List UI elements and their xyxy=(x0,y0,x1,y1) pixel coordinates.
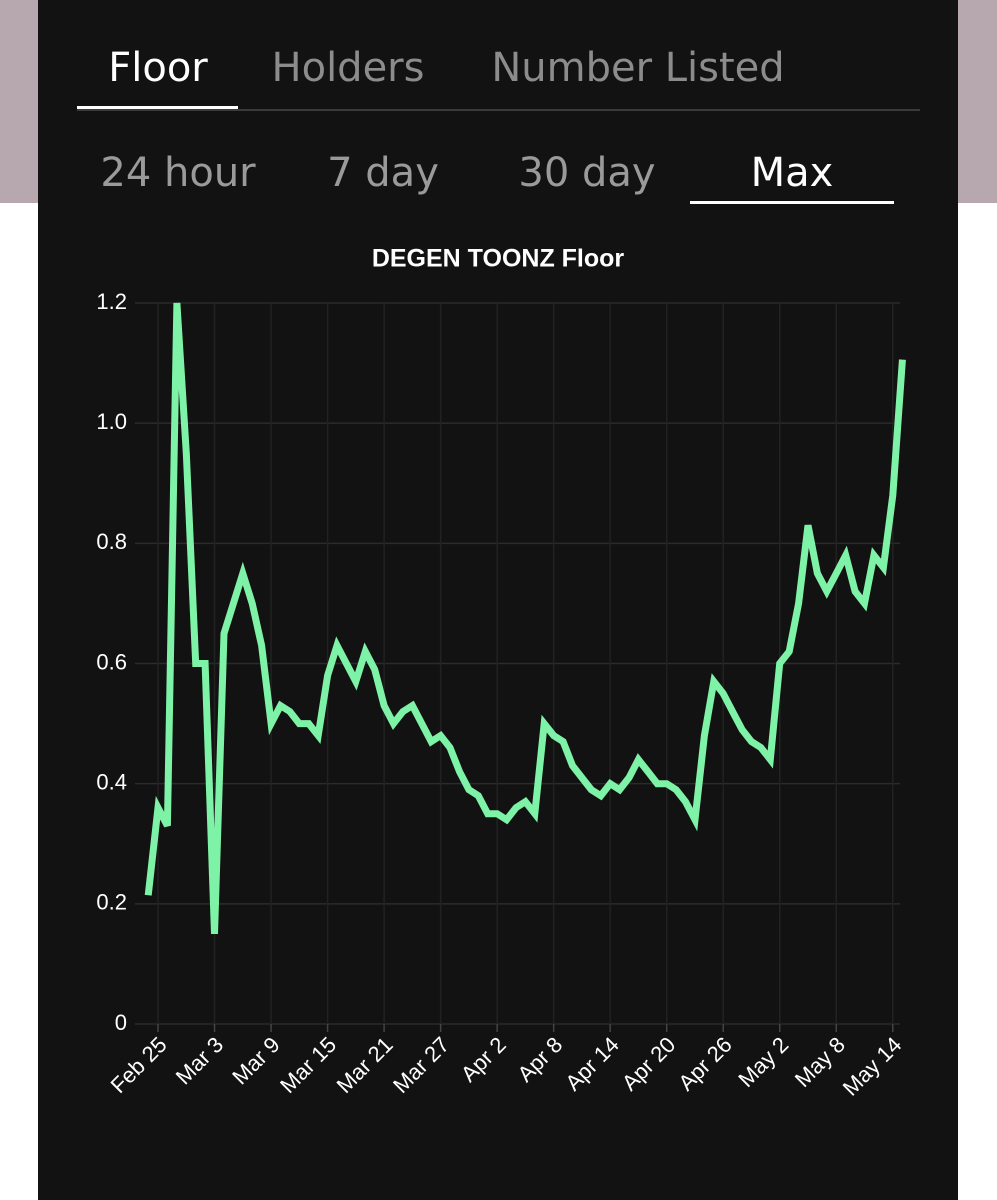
tab[interactable]: Floor xyxy=(108,45,208,91)
y-tick-label: 0.4 xyxy=(96,769,127,794)
active-underline xyxy=(690,201,894,204)
range-button[interactable]: Max xyxy=(751,150,834,196)
tab[interactable]: Holders xyxy=(272,45,425,91)
y-tick-label: 0 xyxy=(115,1010,127,1035)
y-tick-label: 1.2 xyxy=(96,289,127,314)
backdrop xyxy=(958,0,997,203)
chart-title: DEGEN TOONZ Floor xyxy=(372,245,625,273)
y-tick-label: 0.2 xyxy=(96,890,127,915)
range-button[interactable]: 30 day xyxy=(518,150,655,196)
y-tick-label: 1.0 xyxy=(96,409,127,434)
tab[interactable]: Number Listed xyxy=(491,45,784,91)
backdrop xyxy=(0,0,38,203)
range-button[interactable]: 7 day xyxy=(327,150,439,196)
y-tick-label: 0.8 xyxy=(96,529,127,554)
range-button[interactable]: 24 hour xyxy=(100,150,256,196)
divider xyxy=(77,109,920,111)
line xyxy=(144,302,906,935)
y-tick-label: 0.6 xyxy=(96,649,127,674)
active-underline xyxy=(77,106,238,109)
